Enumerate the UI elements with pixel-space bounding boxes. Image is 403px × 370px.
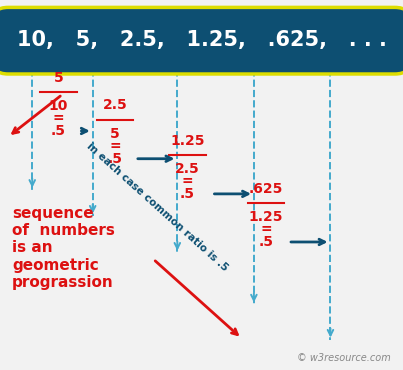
Text: .5: .5 xyxy=(107,152,123,166)
Text: sequence
of  numbers
is an
geometric
prograssion: sequence of numbers is an geometric prog… xyxy=(12,206,115,290)
Text: 2.5: 2.5 xyxy=(102,98,127,112)
Text: 2.5: 2.5 xyxy=(175,162,200,176)
Text: .5: .5 xyxy=(51,124,66,138)
Text: 1.25: 1.25 xyxy=(170,134,205,148)
Text: 1.25: 1.25 xyxy=(249,210,283,224)
Text: 5: 5 xyxy=(54,71,63,85)
Text: .625: .625 xyxy=(249,182,283,196)
Text: a series of  numbers: a series of numbers xyxy=(116,8,287,26)
Text: =: = xyxy=(260,222,272,236)
Text: =: = xyxy=(182,174,193,188)
Text: .5: .5 xyxy=(180,187,195,201)
Text: =: = xyxy=(53,111,64,125)
Text: 5: 5 xyxy=(110,127,120,141)
Text: 10: 10 xyxy=(49,99,68,113)
Text: 10,   5,   2.5,   1.25,   .625,   . . .: 10, 5, 2.5, 1.25, .625, . . . xyxy=(17,30,386,50)
Text: © w3resource.com: © w3resource.com xyxy=(297,353,391,363)
Text: in each case common ratio is .5: in each case common ratio is .5 xyxy=(85,141,230,273)
FancyBboxPatch shape xyxy=(0,7,403,74)
Text: .5: .5 xyxy=(258,235,274,249)
Text: =: = xyxy=(109,139,120,153)
